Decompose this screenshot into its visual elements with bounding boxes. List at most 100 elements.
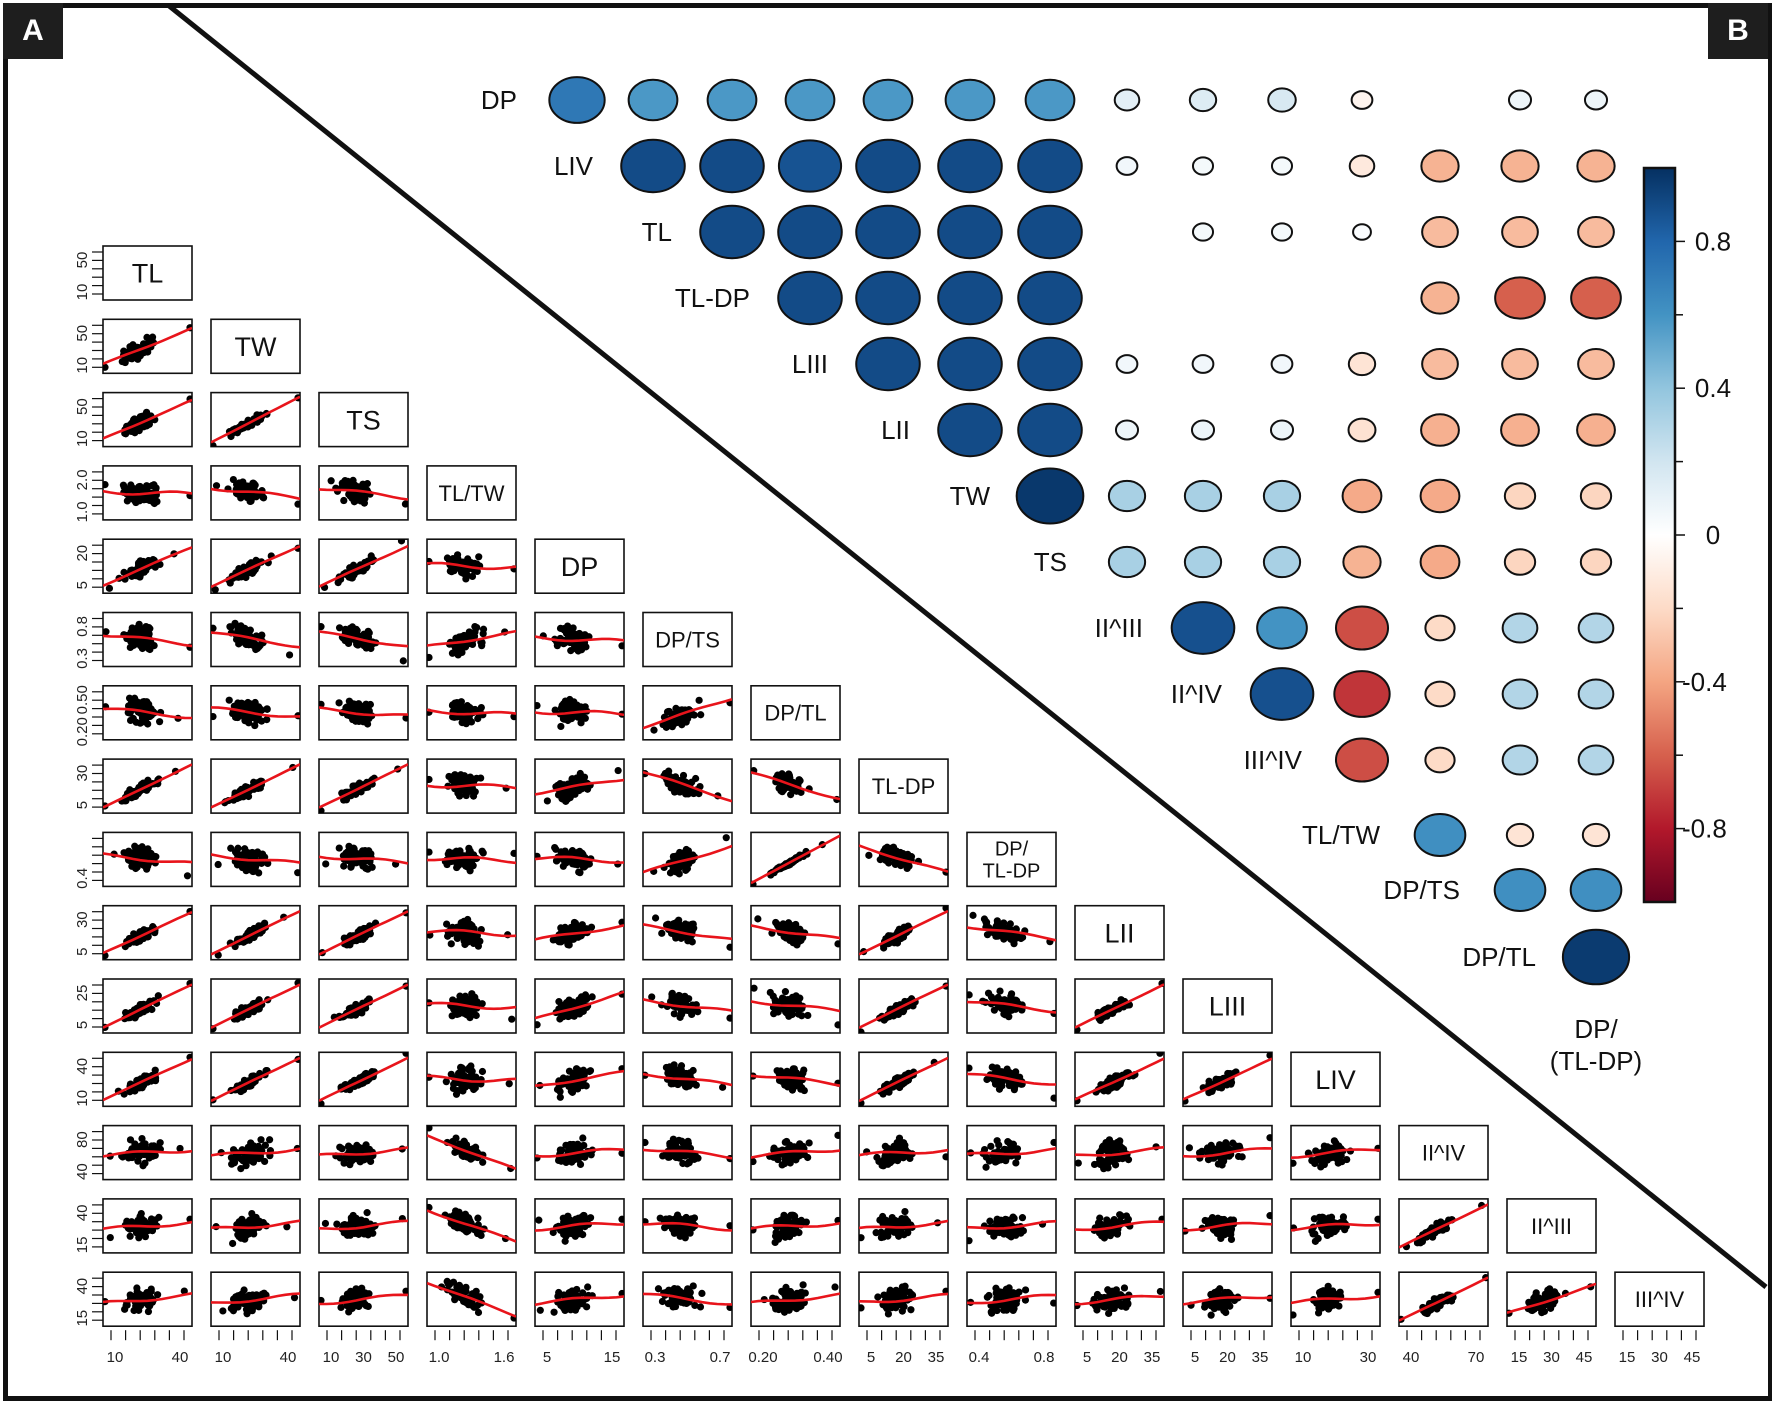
scatter-panel (533, 832, 624, 886)
correlation-ellipse (1502, 349, 1538, 379)
variable-label: II^III (1531, 1214, 1572, 1239)
x-tick-label: 10 (107, 1349, 124, 1366)
correlation-ellipse (1116, 421, 1138, 440)
scatter-panel (317, 1050, 409, 1108)
scatter-panel (425, 539, 517, 593)
variable-label: DP/ (995, 838, 1029, 860)
x-tick-label: 50 (388, 1349, 405, 1366)
correlation-ellipse (1193, 157, 1213, 174)
colorbar-tick-label: 0 (1706, 520, 1720, 550)
scatter-panel (1181, 1199, 1273, 1253)
x-tick-label: 0.40 (813, 1349, 842, 1366)
scatter-panel (751, 906, 842, 960)
variable-label: TW (235, 332, 277, 362)
x-tick-label: 35 (1144, 1349, 1161, 1366)
correlation-ellipse (1581, 483, 1611, 509)
y-tick-label: 50 (74, 398, 91, 415)
scatter-panel (317, 759, 408, 814)
y-tick-label: 50 (74, 252, 91, 269)
y-tick-label: 0.8 (74, 616, 91, 637)
x-tick-label: 5 (867, 1349, 875, 1366)
y-tick-label: 0.3 (74, 648, 91, 669)
scatter-panel (643, 832, 732, 886)
x-tick-label: 15 (604, 1349, 621, 1366)
scatter-panel (535, 613, 626, 667)
x-tick-label: 1.0 (429, 1349, 450, 1366)
scatter-panel (641, 1052, 732, 1106)
correlation-ellipse (778, 206, 842, 258)
scatter-panel (101, 906, 193, 960)
correlation-ellipse (1502, 217, 1538, 247)
corr-row-label: TL-DP (675, 283, 750, 313)
corr-row-label: TL/TW (1302, 820, 1380, 850)
scatter-panel (102, 613, 193, 667)
correlation-ellipse (1503, 679, 1538, 708)
variable-label: DP (561, 552, 599, 582)
y-tick-label: 50 (74, 325, 91, 342)
correlation-ellipse (1257, 607, 1307, 648)
correlation-ellipse (1272, 355, 1293, 373)
scatter-panel (750, 979, 841, 1033)
scatter-panel (102, 686, 192, 740)
scatter-panel (857, 979, 949, 1036)
x-tick-label: 35 (1252, 1349, 1269, 1366)
correlation-ellipse (1415, 814, 1466, 856)
scatter-panel (211, 832, 301, 886)
y-tick-label: 10 (74, 357, 91, 374)
correlation-ellipse (1579, 679, 1614, 708)
scatter-panel (103, 1052, 194, 1106)
scatter-panel (1183, 1272, 1274, 1326)
correlation-ellipse (1425, 748, 1454, 773)
scatter-panel (209, 393, 301, 450)
correlation-ellipse (1577, 414, 1615, 446)
x-tick-label: 30 (1651, 1349, 1668, 1366)
scatter-panel (319, 1199, 408, 1253)
correlation-ellipse (1251, 668, 1314, 720)
scatter-panel (857, 1272, 949, 1326)
correlation-ellipse (1264, 547, 1300, 577)
correlation-ellipse (1271, 421, 1293, 440)
scatter-panel (1505, 1272, 1596, 1326)
scatter-panel (425, 1199, 516, 1253)
y-tick-label: 30 (74, 911, 91, 928)
scatter-panel (426, 906, 516, 960)
correlation-ellipse (1579, 745, 1614, 774)
scatter-panel (211, 759, 300, 813)
correlation-ellipse (1421, 546, 1460, 578)
scatter-panel (103, 393, 194, 447)
scatter-panel (965, 1052, 1057, 1106)
scatter-panel (1073, 979, 1165, 1033)
x-tick-label: 10 (1295, 1349, 1312, 1366)
correlation-ellipse (1268, 88, 1296, 111)
scatter-panel (533, 686, 625, 740)
y-tick-label: 0.20 (74, 717, 91, 746)
x-tick-label: 30 (355, 1349, 372, 1366)
scatter-panel (535, 1052, 626, 1106)
scatter-panel (749, 832, 840, 887)
scatter-panel (1290, 1199, 1382, 1253)
x-tick-label: 20 (895, 1349, 912, 1366)
y-tick-label: 40 (74, 1058, 91, 1075)
correlation-ellipse (1505, 549, 1535, 575)
corr-row-label: TW (950, 481, 991, 511)
y-tick-label: 40 (74, 1278, 91, 1295)
y-tick-label: 80 (74, 1131, 91, 1148)
correlation-ellipse (1117, 157, 1138, 175)
scatter-panel (425, 979, 516, 1033)
correlation-ellipse (1581, 549, 1611, 575)
correlation-ellipse (938, 338, 1002, 390)
correlation-ellipse (1495, 869, 1546, 911)
x-tick-label: 30 (1360, 1349, 1377, 1366)
scatter-panel (319, 537, 408, 593)
x-tick-label: 5 (1083, 1349, 1091, 1366)
correlation-ellipse (1172, 602, 1235, 654)
correlation-ellipse (1421, 282, 1458, 313)
correlation-ellipse (1336, 606, 1388, 649)
scatter-panel (425, 759, 516, 813)
scatter-panel (211, 906, 300, 960)
correlation-ellipse (1018, 404, 1082, 456)
y-tick-label: 5 (74, 948, 91, 956)
scatter-panel (751, 1272, 840, 1326)
